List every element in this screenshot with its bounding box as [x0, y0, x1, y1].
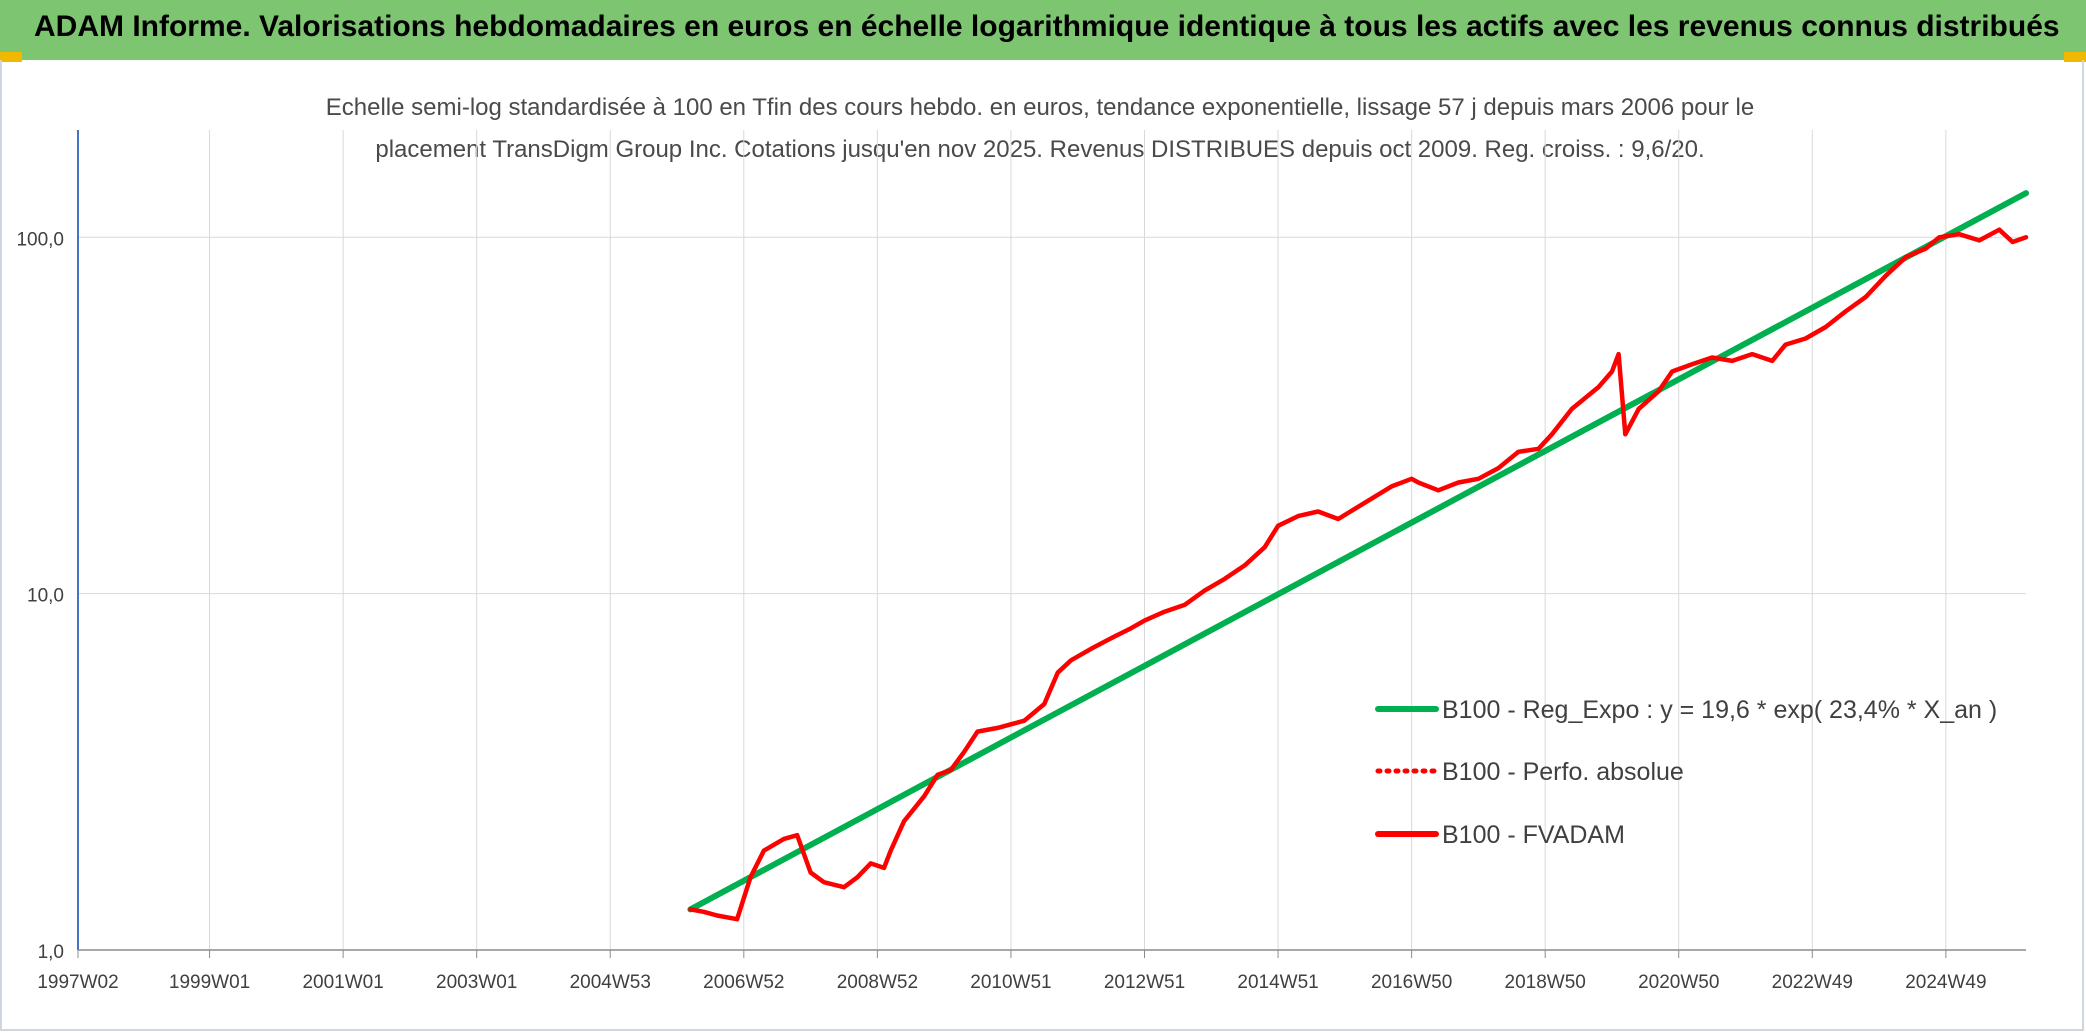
y-tick-label: 100,0: [16, 229, 64, 250]
chart-frame: [0, 60, 2084, 1031]
x-tick-label: 2012W51: [1104, 972, 1185, 993]
corner-mark-left: [0, 52, 22, 62]
x-tick-label: 2004W53: [570, 972, 651, 993]
axes: 1,0 10,0 100,0 1997W02 1999W01 2001W01 2003W01…: [16, 130, 2026, 993]
grid: [77, 130, 2026, 951]
report-banner: ADAM Informe. Valorisations hebdomadaire…: [0, 0, 2086, 60]
x-tick-label: 2010W51: [970, 972, 1051, 993]
y-tick-label: 1,0: [38, 942, 64, 963]
x-tick-label: 2024W49: [1905, 972, 1986, 993]
x-tick-label: 2018W50: [1505, 972, 1586, 993]
legend: B100 - Reg_Expo : y = 19,6 * exp( 23,4% …: [1375, 696, 1997, 849]
chart-title-line-1: Echelle semi-log standardisée à 100 en T…: [326, 94, 1754, 121]
x-tick-label: 1997W02: [37, 972, 118, 993]
x-tick-label: 2022W49: [1772, 972, 1853, 993]
series-line-2: [688, 227, 2029, 922]
series-line-0: [687, 190, 2029, 913]
x-tick-label: 2014W51: [1237, 972, 1318, 993]
legend-label-2: B100 - FVADAM: [1442, 821, 1625, 849]
x-tick-label: 2006W52: [703, 972, 784, 993]
x-tick-label: 2001W01: [302, 972, 383, 993]
legend-label-1: B100 - Perfo. absolue: [1442, 758, 1684, 786]
x-tick-label: 2020W50: [1638, 972, 1719, 993]
series: [687, 190, 2029, 922]
y-tick-label: 10,0: [27, 586, 64, 607]
x-tick-label: 2003W01: [436, 972, 517, 993]
report-title: ADAM Informe. Valorisations hebdomadaire…: [34, 10, 2060, 43]
corner-mark-right: [2064, 52, 2086, 62]
x-tick-label: 2016W50: [1371, 972, 1452, 993]
x-tick-label: 1999W01: [169, 972, 250, 993]
x-tick-label: 2008W52: [837, 972, 918, 993]
legend-label-0: B100 - Reg_Expo : y = 19,6 * exp( 23,4% …: [1442, 696, 1997, 724]
chart-title-line-2: placement TransDigm Group Inc. Cotations…: [375, 136, 1704, 163]
